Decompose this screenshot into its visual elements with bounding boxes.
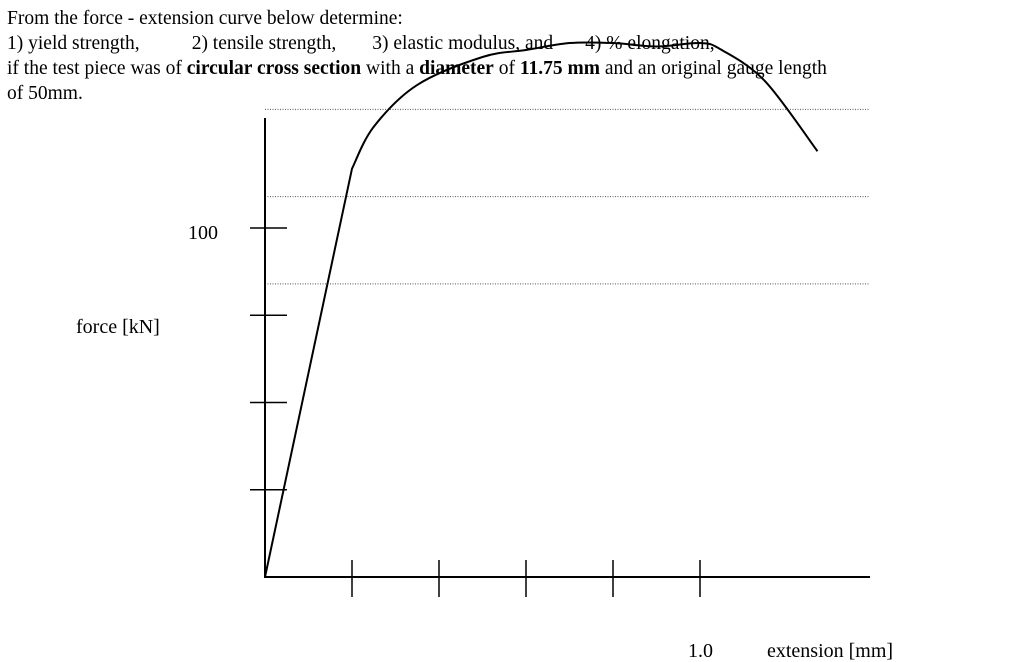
condition-bold-cross-section: circular cross section <box>186 58 362 79</box>
task-list: 1) yield strength, 2) tensile strength, 3)… <box>7 31 1007 56</box>
x-axis-label: extension [mm] <box>767 640 893 662</box>
task-yield-strength: 1) yield strength, <box>7 33 140 54</box>
problem-statement: From the force - extension curve below d… <box>7 6 1007 106</box>
force-extension-curve <box>264 41 819 578</box>
task-tensile-strength: 2) tensile strength, <box>191 33 337 54</box>
reference-lines <box>265 108 870 285</box>
tick-labels: 100 1.0 <box>188 222 713 662</box>
ticks <box>250 227 701 597</box>
condition-part2: with a <box>361 58 420 79</box>
condition-part1: if the test piece was of <box>7 58 187 79</box>
problem-intro: From the force - extension curve below d… <box>7 8 403 29</box>
problem-condition: if the test piece was of circular cross … <box>7 56 1007 81</box>
y-tick-label: 100 <box>188 222 218 244</box>
y-axis-label: force [kN] <box>76 316 160 338</box>
problem-condition-line2: of 50mm. <box>7 83 83 104</box>
axes <box>264 118 870 578</box>
task-elongation: 4) % elongation, <box>585 33 715 54</box>
condition-bold-diameter-value: 11.75 mm <box>519 58 600 79</box>
condition-part4: and an original gauge length <box>600 58 827 79</box>
condition-part3: of <box>493 58 520 79</box>
task-elastic-modulus: 3) elastic modulus, and <box>372 33 554 54</box>
series-layer <box>264 41 819 578</box>
x-tick-label: 1.0 <box>688 640 713 662</box>
